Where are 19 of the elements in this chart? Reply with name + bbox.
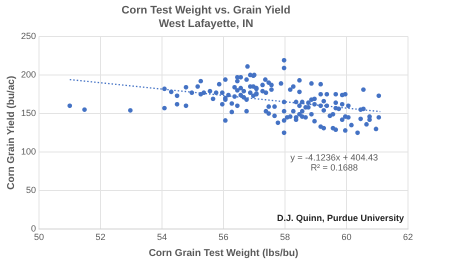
x-axis-title: Corn Grain Test Weight (lbs/bu) (148, 248, 298, 259)
annotation: y = -4.1236x + 404.43 R² = 0.1688 (290, 152, 378, 172)
x-tick-label: 60 (341, 232, 352, 242)
x-tick-label: 50 (34, 232, 44, 242)
x-tick-label: 52 (96, 232, 106, 242)
y-tick-label: 100 (20, 146, 36, 157)
y-tick-label: 250 (20, 30, 36, 41)
x-tick-label: 54 (157, 232, 168, 242)
chart-title: Corn Test Weight vs. Grain Yield (122, 4, 290, 17)
x-tick-label: 58 (280, 232, 290, 242)
y-tick-label: 200 (20, 69, 36, 80)
y-tick-label: 150 (20, 108, 36, 118)
x-tick-label: 56 (218, 232, 229, 242)
y-tick-label: 0 (31, 224, 36, 234)
annotation: D.J. Quinn, Purdue University (276, 213, 404, 224)
y-tick-label: 50 (26, 185, 36, 196)
chart-subtitle: West Lafayette, IN (158, 18, 254, 30)
x-tick-label: 62 (402, 232, 414, 242)
y-axis-title: Corn Grain Yield (bu/ac) (6, 76, 17, 190)
